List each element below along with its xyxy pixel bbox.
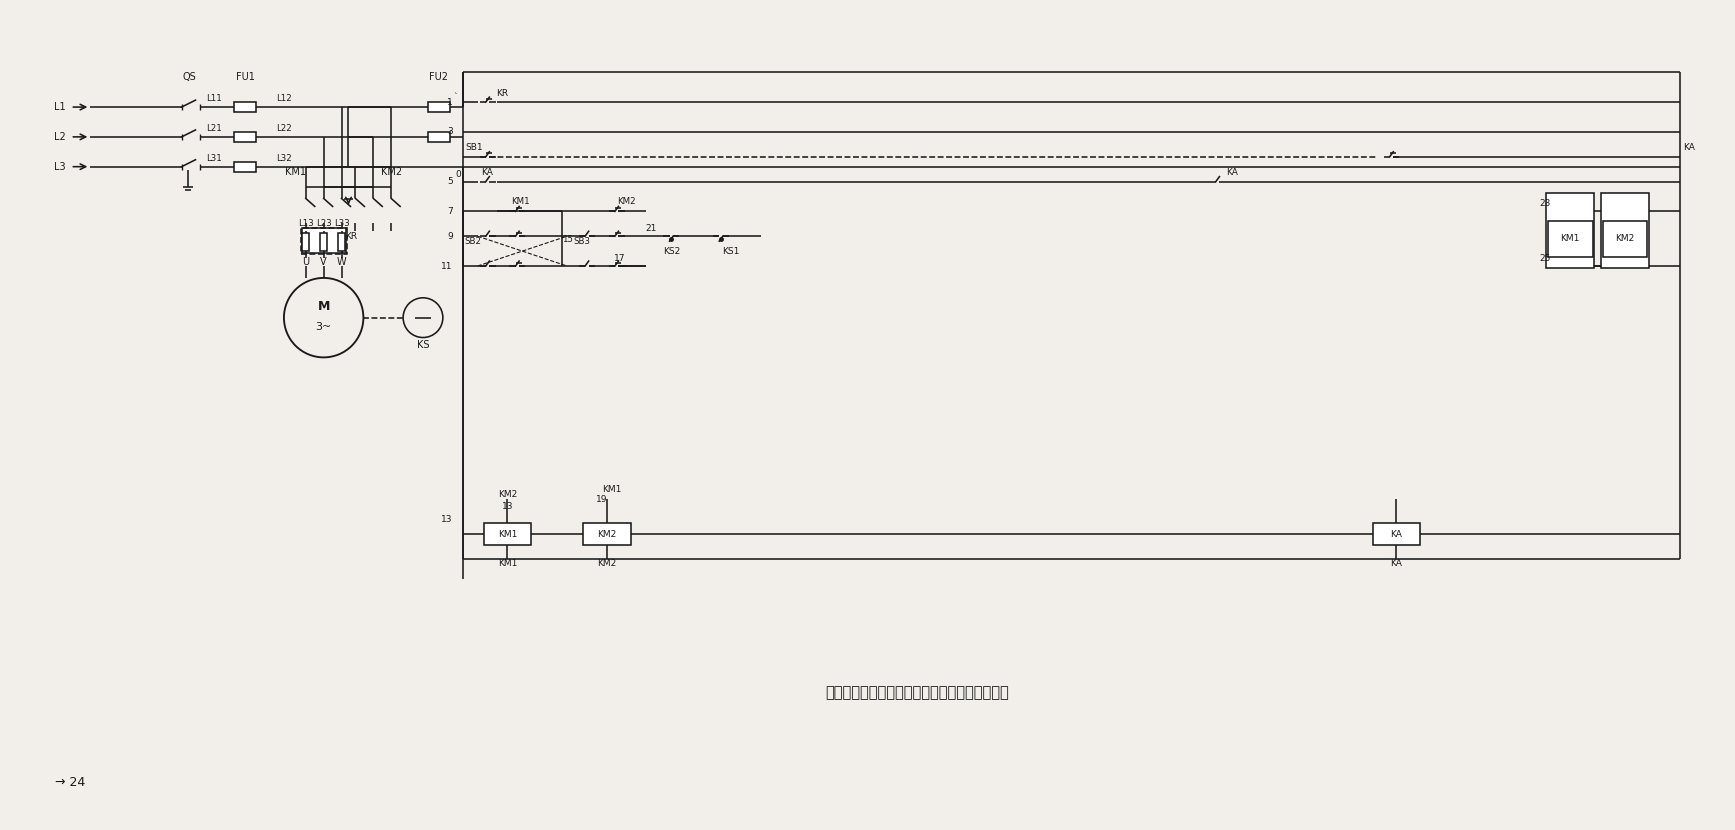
Text: KM2: KM2 — [597, 530, 616, 539]
Text: U: U — [302, 257, 309, 267]
Text: 15: 15 — [562, 235, 573, 244]
Text: W: W — [337, 257, 347, 267]
Text: 21: 21 — [645, 224, 658, 232]
Bar — [429, 132, 449, 142]
Text: L22: L22 — [276, 124, 291, 133]
Text: L3: L3 — [54, 162, 66, 172]
Bar — [583, 523, 630, 545]
Bar — [1601, 193, 1648, 268]
Text: 0: 0 — [455, 170, 460, 179]
Bar — [1546, 193, 1594, 268]
Text: FU2: FU2 — [429, 72, 448, 82]
Text: L1: L1 — [54, 102, 66, 112]
Text: KM1: KM1 — [1560, 234, 1581, 243]
Text: 11: 11 — [441, 261, 453, 271]
Text: 13: 13 — [441, 515, 453, 524]
Text: L21: L21 — [206, 124, 222, 133]
Text: KM2: KM2 — [597, 559, 616, 569]
Text: 9: 9 — [448, 232, 453, 241]
Text: KA: KA — [1390, 530, 1402, 539]
Text: → 24: → 24 — [56, 776, 85, 789]
Bar — [1603, 221, 1647, 256]
Text: L31: L31 — [206, 154, 222, 163]
Text: FU1: FU1 — [236, 72, 255, 82]
Text: L11: L11 — [206, 94, 222, 103]
Text: KR: KR — [345, 232, 357, 241]
Text: KA: KA — [1683, 144, 1695, 152]
Text: 基于接触器的双向启动反接制动控制线路（一）: 基于接触器的双向启动反接制动控制线路（一） — [826, 686, 1010, 701]
Text: L12: L12 — [276, 94, 291, 103]
Text: KM2: KM2 — [380, 167, 403, 177]
Bar — [321, 233, 328, 251]
Text: 3: 3 — [448, 128, 453, 136]
Text: 7: 7 — [448, 207, 453, 216]
Text: 5: 5 — [448, 177, 453, 186]
Text: KA: KA — [1227, 168, 1239, 177]
Text: L32: L32 — [276, 154, 291, 163]
Text: KA: KA — [482, 168, 493, 177]
Bar — [234, 132, 257, 142]
Text: KM2: KM2 — [618, 197, 637, 206]
Text: L2: L2 — [54, 132, 66, 142]
Text: M: M — [318, 300, 330, 313]
Text: KM1: KM1 — [498, 530, 517, 539]
Text: SB2: SB2 — [465, 237, 482, 246]
Bar — [234, 162, 257, 172]
Text: KM1: KM1 — [498, 559, 517, 569]
Text: 3~: 3~ — [316, 321, 331, 332]
Bar — [302, 228, 345, 253]
Text: KM2: KM2 — [1615, 234, 1634, 243]
Text: KA: KA — [1390, 559, 1402, 569]
Text: L23: L23 — [316, 219, 331, 227]
Text: V: V — [321, 257, 326, 267]
Bar — [484, 523, 531, 545]
Bar — [302, 233, 309, 251]
Bar — [1372, 523, 1421, 545]
Bar — [338, 233, 345, 251]
Text: KM1: KM1 — [512, 197, 529, 206]
Text: 23: 23 — [1539, 199, 1551, 208]
Bar — [429, 102, 449, 112]
Text: L13: L13 — [298, 219, 314, 227]
Text: KS2: KS2 — [663, 247, 680, 256]
Text: 1: 1 — [448, 98, 453, 106]
Text: KM1: KM1 — [285, 167, 305, 177]
Text: L33: L33 — [333, 219, 349, 227]
Bar — [300, 228, 347, 254]
Text: QS: QS — [182, 72, 196, 82]
Text: KM1: KM1 — [602, 485, 621, 494]
Text: KS: KS — [416, 340, 429, 350]
Text: 13: 13 — [501, 502, 514, 511]
Text: KS1: KS1 — [722, 247, 739, 256]
Text: KM2: KM2 — [498, 490, 517, 499]
Text: `: ` — [453, 93, 458, 101]
Text: 17: 17 — [614, 253, 625, 262]
Bar — [234, 102, 257, 112]
Text: KR: KR — [496, 89, 508, 98]
Text: SB1: SB1 — [465, 144, 484, 152]
Bar — [1548, 221, 1593, 256]
Text: SB3: SB3 — [574, 237, 590, 246]
Text: 25: 25 — [1539, 253, 1551, 262]
Text: 19: 19 — [597, 495, 607, 504]
